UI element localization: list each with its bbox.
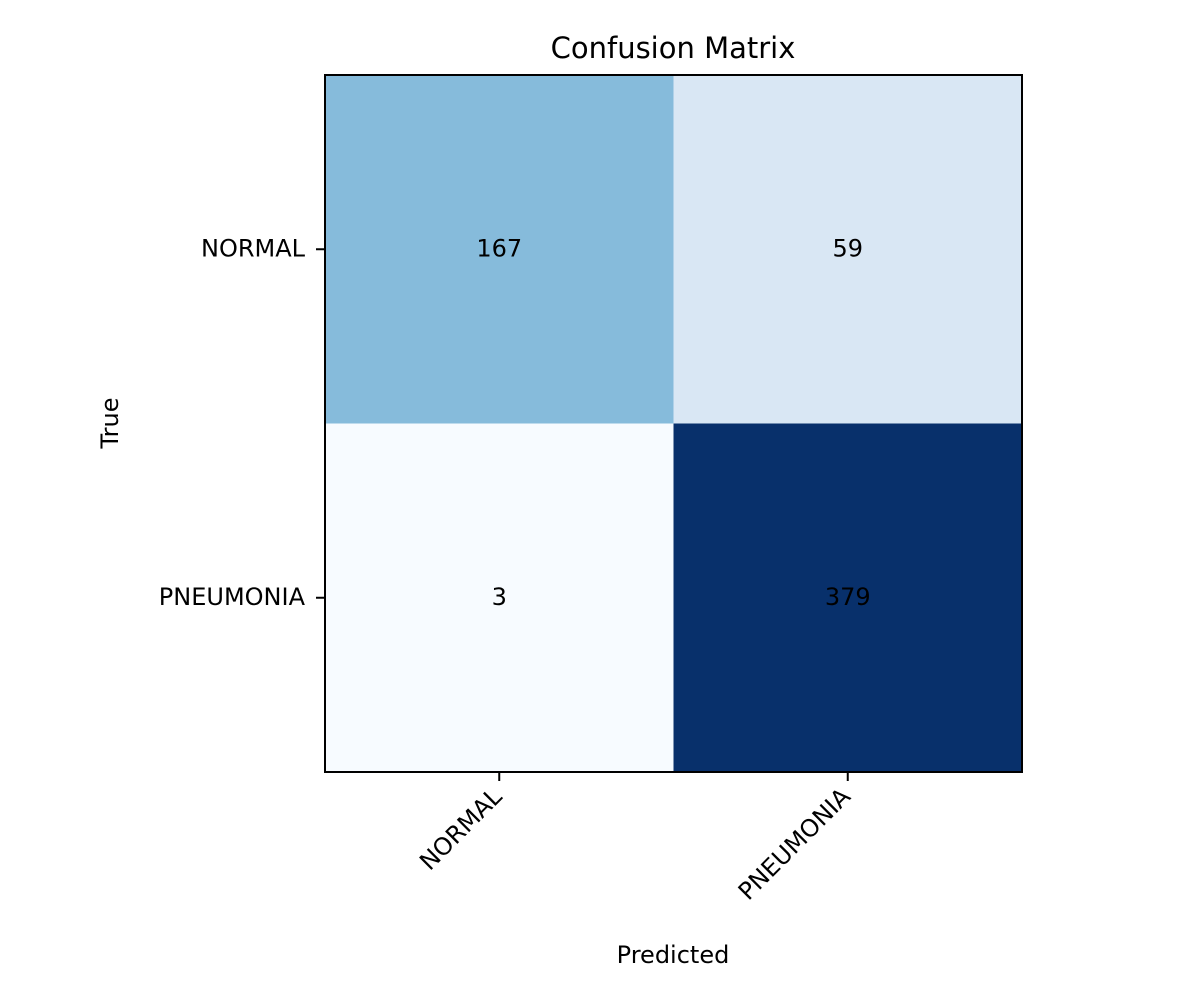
chart-title: Confusion Matrix	[551, 31, 796, 65]
plot-frame	[324, 74, 1023, 773]
heatmap-cell	[673, 75, 1022, 424]
cell-value-label: 3	[492, 583, 507, 611]
x-tick-label: NORMAL	[414, 782, 508, 876]
cell-value-label: 59	[832, 234, 863, 262]
y-axis-ticks: NORMAL PNEUMONIA	[159, 234, 325, 611]
cell-value-label: 167	[476, 234, 522, 262]
x-axis-label: Predicted	[617, 941, 730, 969]
cell-value-label: 379	[825, 583, 871, 611]
y-tick-label: PNEUMONIA	[159, 583, 306, 611]
y-tick-label: NORMAL	[201, 234, 306, 262]
heatmap-cell	[325, 423, 674, 772]
heatmap-cells: 167 59 3 379	[325, 75, 1022, 772]
heatmap-cell	[325, 75, 674, 424]
y-axis-label: True	[96, 398, 124, 450]
x-axis-ticks: NORMAL PNEUMONIA	[414, 772, 856, 906]
x-tick-label: PNEUMONIA	[733, 782, 857, 906]
heatmap-cell	[673, 423, 1022, 772]
